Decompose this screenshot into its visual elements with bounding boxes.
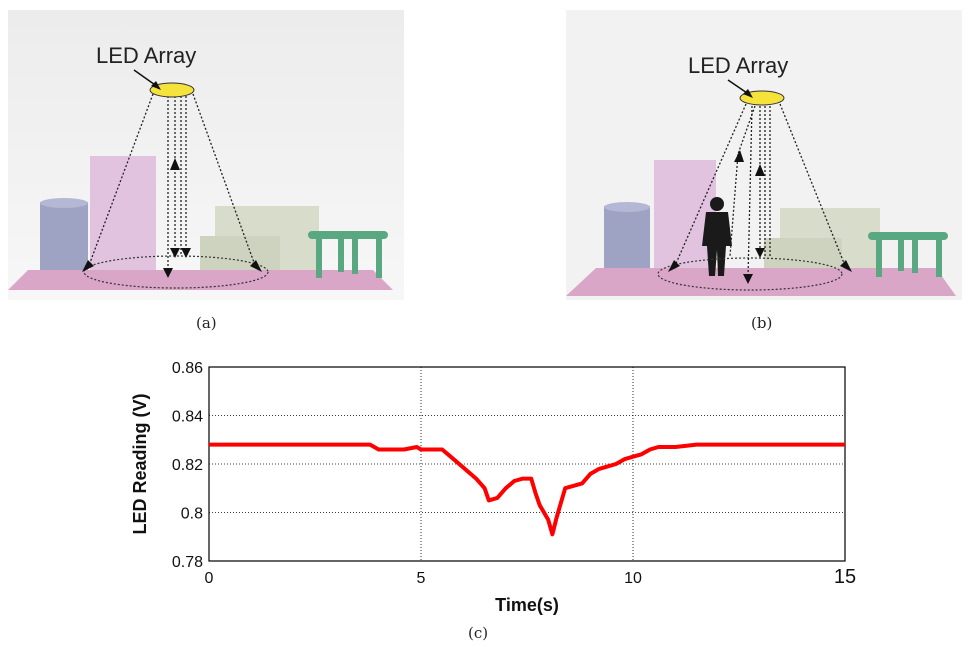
led-array-label-a: LED Array: [96, 43, 196, 68]
led-array-label-b: LED Array: [688, 53, 788, 78]
sofa-seat: [764, 238, 842, 268]
floor: [566, 268, 956, 296]
y-tick-label: 0.78: [172, 554, 203, 571]
caption-b: (b): [751, 314, 773, 332]
light-paths: [673, 103, 847, 279]
y-axis-label: LED Reading (V): [130, 393, 150, 534]
arrow-heads: [668, 150, 852, 284]
person-silhouette: [702, 197, 732, 276]
caption-c: (c): [468, 624, 489, 642]
scene-a-illustration: LED Array: [8, 10, 404, 300]
grid-lines: [209, 367, 845, 561]
coverage-ellipse: [83, 255, 269, 289]
y-tick-label: 0.84: [172, 409, 203, 426]
y-tick-label: 0.82: [172, 457, 203, 474]
x-tick-label: 10: [624, 570, 642, 587]
x-tick-label: 5: [417, 570, 426, 587]
pink-box: [90, 156, 156, 270]
tick-labels: 0 5 10 15 0.78 0.8 0.82 0.84 0.86: [172, 360, 856, 588]
y-tick-label: 0.8: [181, 506, 203, 523]
x-tick-label: 0: [205, 570, 214, 587]
table: [308, 231, 388, 278]
caption-a: (a): [196, 314, 217, 332]
y-tick-label: 0.86: [172, 360, 203, 377]
led-reading-chart: 0 5 10 15 0.78 0.8 0.82 0.84 0.86 Time(s) LED Re…: [130, 360, 856, 615]
blue-box: [40, 202, 88, 270]
coverage-ellipse: [657, 257, 843, 291]
series-line: [209, 442, 845, 537]
blue-box: [604, 206, 650, 268]
x-axis-label: Time(s): [495, 595, 559, 615]
x-tick-label: 15: [834, 566, 856, 588]
scene-b-illustration: LED Array: [566, 10, 962, 300]
led-array-icon: [149, 82, 195, 98]
table: [868, 232, 948, 277]
light-paths: [87, 93, 257, 272]
floor: [8, 270, 393, 290]
sofa-seat: [200, 236, 280, 270]
arrow-heads: [82, 158, 262, 278]
pink-box: [654, 160, 716, 268]
